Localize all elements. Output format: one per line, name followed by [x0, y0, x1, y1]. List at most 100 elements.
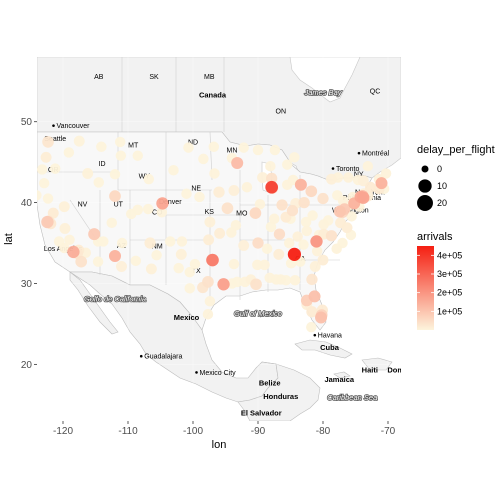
- map-label: Havana: [318, 333, 342, 340]
- data-point: [98, 236, 109, 247]
- data-point: [40, 151, 52, 163]
- data-point: [165, 236, 176, 247]
- data-point: [151, 249, 162, 261]
- data-point: [283, 237, 295, 249]
- map-label: NV: [78, 202, 88, 209]
- y-tick-label: 30: [21, 279, 33, 290]
- map-label: Vancouver: [57, 123, 91, 130]
- y-tick-label: 20: [21, 360, 33, 371]
- data-point: [144, 237, 156, 249]
- data-point: [183, 142, 194, 153]
- data-point: [276, 199, 288, 211]
- central-america: [237, 361, 321, 421]
- data-point: [326, 173, 337, 185]
- map-label: AB: [94, 74, 104, 81]
- map-label: NM: [152, 244, 163, 251]
- y-axis-title: lat: [3, 233, 15, 245]
- data-point: [231, 276, 243, 288]
- data-point: [116, 261, 127, 272]
- hispaniola: [361, 357, 393, 371]
- data-point: [189, 258, 201, 270]
- map-label: El Salvador: [241, 408, 282, 417]
- x-tick-label: -70: [381, 426, 396, 437]
- data-point: [114, 136, 126, 148]
- data-point: [132, 150, 143, 161]
- data-point: [362, 160, 374, 172]
- data-point: [238, 142, 249, 153]
- data-point: [156, 207, 168, 218]
- data-point: [238, 240, 250, 251]
- cuba: [294, 339, 353, 359]
- data-point: [307, 210, 318, 221]
- data-point: [289, 275, 301, 286]
- data-point: [96, 141, 107, 153]
- data-point: [173, 262, 184, 274]
- map-label: MB: [204, 74, 215, 81]
- data-point: [252, 144, 264, 156]
- color-legend: arrivals 1e+05 2e+05 3e+05 4e+05: [417, 231, 462, 330]
- data-point: [228, 258, 240, 270]
- data-point: [206, 253, 219, 267]
- color-legend-title: arrivals: [417, 231, 453, 243]
- data-point: [208, 141, 220, 153]
- city-dot: [313, 333, 317, 337]
- data-point: [226, 227, 237, 238]
- data-point: [269, 144, 281, 156]
- data-point: [109, 249, 121, 262]
- map-label: MO: [236, 211, 248, 218]
- map-label: Seattle: [44, 136, 66, 143]
- data-point: [250, 278, 262, 291]
- map-label: Gulf of Mexico: [234, 309, 282, 318]
- data-point: [106, 217, 117, 229]
- data-point: [115, 150, 127, 161]
- data-point: [181, 188, 192, 199]
- data-point: [145, 263, 157, 275]
- data-point: [265, 180, 278, 194]
- data-point: [252, 237, 264, 249]
- data-point: [273, 248, 285, 260]
- data-point: [305, 185, 318, 198]
- data-point: [202, 308, 214, 320]
- data-point: [252, 259, 263, 271]
- map-label: QC: [370, 88, 381, 95]
- data-point: [306, 306, 318, 318]
- data-point: [194, 191, 205, 203]
- data-point: [257, 172, 268, 183]
- data-point: [357, 191, 370, 204]
- data-point: [64, 234, 75, 246]
- data-point: [309, 261, 321, 272]
- data-point: [301, 225, 312, 237]
- data-point: [317, 192, 329, 205]
- data-point: [132, 204, 143, 216]
- size-legend-key: [421, 165, 429, 173]
- map-label: ND: [188, 139, 198, 146]
- data-point: [231, 156, 244, 169]
- data-point: [109, 190, 121, 202]
- data-point: [265, 221, 277, 233]
- size-legend-key: [418, 179, 432, 193]
- map-label: Toronto: [336, 166, 359, 173]
- x-tick-label: -120: [53, 426, 73, 437]
- map-label: KS: [205, 209, 215, 216]
- data-point: [317, 254, 329, 266]
- x-tick-label: -100: [183, 426, 203, 437]
- size-legend-key: [417, 195, 433, 211]
- data-point: [204, 296, 216, 307]
- data-point: [325, 230, 338, 242]
- map-label: MN: [227, 147, 238, 154]
- data-point: [198, 153, 209, 165]
- map-label: Canada: [199, 90, 227, 99]
- province-borders: [121, 57, 225, 132]
- james-bay: [289, 57, 361, 103]
- data-point: [75, 255, 88, 268]
- map-label: ON: [276, 109, 287, 116]
- data-point: [331, 243, 342, 254]
- data-point: [168, 165, 179, 176]
- plot-panel: AB SK MB Canada James Bay QC ON Vancouver Seattl…: [37, 57, 401, 421]
- data-point: [209, 168, 220, 179]
- size-legend-label: 0: [437, 164, 442, 174]
- data-point: [42, 136, 54, 148]
- data-point: [266, 172, 278, 184]
- data-point: [49, 163, 61, 174]
